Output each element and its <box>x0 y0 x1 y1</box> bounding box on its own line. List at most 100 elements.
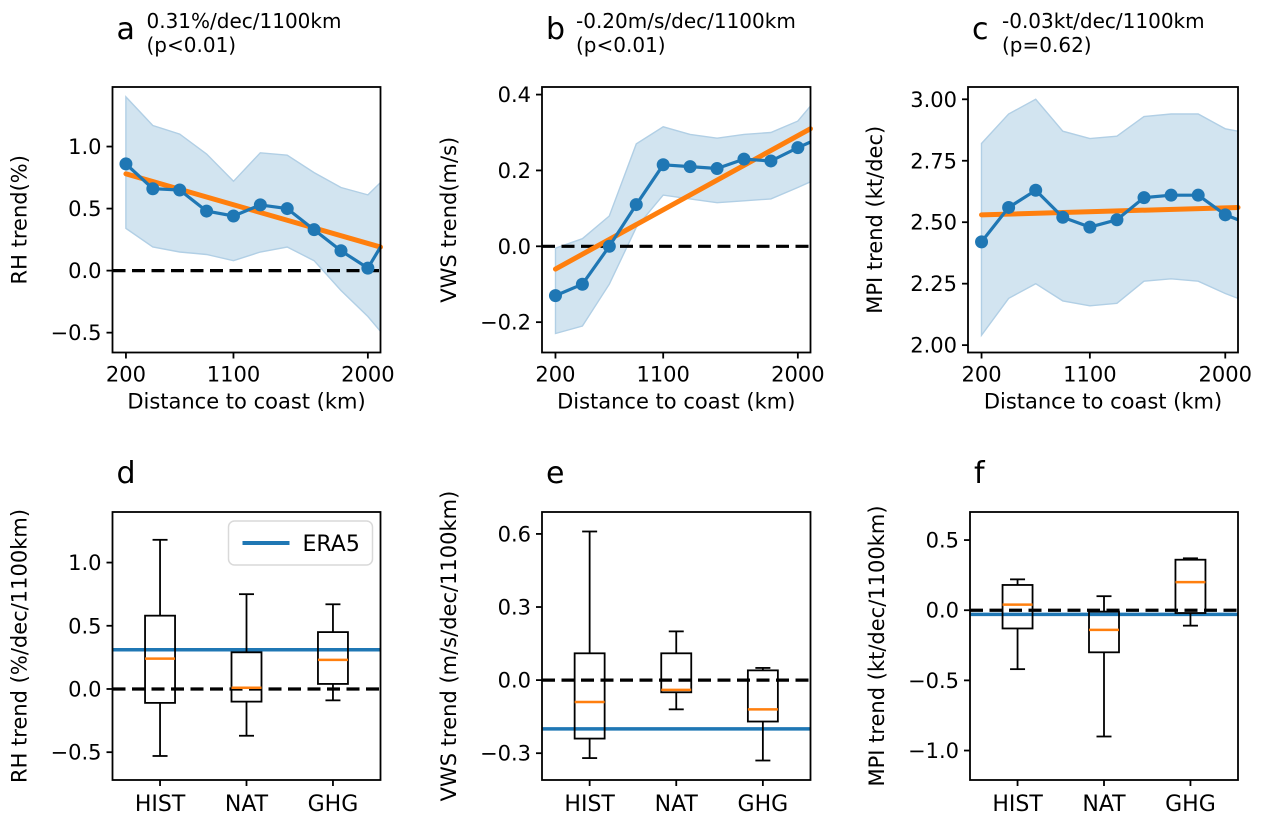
plot-frame <box>541 86 812 354</box>
plot-frame <box>969 511 1239 781</box>
y-tick-label: 2.75 <box>910 149 957 173</box>
panel-title-line2: (p<0.01) <box>147 33 237 57</box>
box-iqr <box>1001 584 1034 630</box>
y-tick-label: 0.6 <box>498 522 531 546</box>
y-tick-label: 0.0 <box>498 235 531 259</box>
x-axis-label: Distance to coast (km) <box>984 390 1222 414</box>
box-iqr <box>573 652 606 740</box>
data-point <box>683 160 697 174</box>
x-tick-label: 2000 <box>1199 363 1252 387</box>
category-label: GHG <box>1165 792 1216 817</box>
data-point <box>629 198 643 212</box>
y-tick-label: 2.00 <box>910 334 957 358</box>
y-tick-label: −0.3 <box>480 742 531 766</box>
legend-box <box>227 520 374 566</box>
panel-title-line2: (p<0.01) <box>576 33 666 57</box>
box-iqr <box>1174 558 1207 614</box>
data-point <box>764 154 778 168</box>
x-axis-label: Distance to coast (km) <box>557 390 795 414</box>
category-label: GHG <box>738 792 789 817</box>
data-points <box>975 183 1232 249</box>
data-point <box>334 244 348 258</box>
box-iqr <box>230 651 263 703</box>
y-tick-label: 1.0 <box>68 135 101 159</box>
x-tick-label: 200 <box>961 363 1001 387</box>
data-point <box>710 162 724 176</box>
data-point <box>146 182 160 196</box>
data-point <box>307 223 321 237</box>
y-axis-label: RH trend (%/dec/1100km) <box>8 509 32 783</box>
y-tick-label: 3.00 <box>910 88 957 112</box>
trend-line <box>552 126 813 272</box>
panel-c: 200 1100 2000 Distance to coast (km) c -0.03k… <box>863 9 1252 414</box>
data-point <box>602 239 616 253</box>
x-axis-label: Distance to coast (km) <box>127 390 365 414</box>
y-tick-label: −0.5 <box>51 321 102 345</box>
y-axis-label: VWS trend(m/s) <box>437 137 461 303</box>
y-tick-label: 1.0 <box>68 551 101 575</box>
category-label: NAT <box>655 792 699 817</box>
plot-frame <box>111 86 382 354</box>
box-iqr <box>317 631 349 685</box>
y-tick-label: −0.5 <box>908 669 959 693</box>
box-iqr <box>1088 610 1120 654</box>
confidence-band <box>125 95 382 334</box>
y-tick-label: 0.4 <box>498 83 531 107</box>
boxplot-nat <box>230 593 263 737</box>
data-point <box>200 204 214 218</box>
panel-title-line1: -0.20m/s/dec/1100km <box>576 9 796 33</box>
panel-title-line1: -0.03kt/dec/1100km <box>1002 9 1205 33</box>
y-tick-label: 2.25 <box>910 272 957 296</box>
panel-d: HIST NAT GHG d ERA5 1.0 0.5 0.0 −0.5 RH trend (%/… <box>8 456 382 817</box>
category-label: HIST <box>992 792 1043 817</box>
boxplot-ghg <box>317 603 349 702</box>
y-tick-label: −0.2 <box>480 311 531 335</box>
plot-frame <box>967 86 1239 354</box>
x-tick-label: 2000 <box>341 363 394 387</box>
data-point <box>1164 188 1178 202</box>
data-point <box>1056 210 1070 224</box>
data-points <box>548 141 805 303</box>
boxplot-nat <box>660 630 693 711</box>
data-point <box>1110 213 1124 227</box>
data-point <box>1137 191 1151 205</box>
y-tick-label: 0.3 <box>498 596 531 620</box>
panel-letter: c <box>972 12 989 47</box>
boxplot-hist <box>1001 578 1034 671</box>
panel-title-line1: 0.31%/dec/1100km <box>147 9 342 33</box>
y-tick-label: 0.5 <box>926 529 959 553</box>
trend-line <box>979 204 1241 218</box>
category-label: HIST <box>135 792 186 817</box>
y-tick-label: 0.0 <box>926 599 959 623</box>
category-label: NAT <box>1082 792 1126 817</box>
y-tick-label: 2.50 <box>910 211 957 235</box>
data-point <box>1191 188 1205 202</box>
panel-letter: f <box>974 456 986 491</box>
box-iqr <box>660 652 693 694</box>
data-point <box>280 202 294 216</box>
x-tick-label: 200 <box>535 363 575 387</box>
panel-letter: b <box>546 12 565 47</box>
legend-era5-label: ERA5 <box>303 532 360 557</box>
y-tick-label: −1.0 <box>908 739 959 763</box>
panel-letter: d <box>117 456 136 491</box>
data-point <box>361 261 375 275</box>
y-tick-label: 0.0 <box>68 677 101 701</box>
data-point <box>548 289 562 303</box>
boxplot-ghg <box>746 667 779 762</box>
data-point <box>253 198 267 212</box>
y-axis-label: MPI trend (kt/dec) <box>863 126 887 314</box>
data-point <box>1002 200 1016 214</box>
data-point <box>226 209 240 223</box>
confidence-band <box>980 98 1239 338</box>
data-point <box>656 158 670 172</box>
category-label: HIST <box>564 792 615 817</box>
data-point <box>975 235 989 249</box>
x-tick-label: 1100 <box>1063 363 1116 387</box>
boxplot-nat <box>1088 595 1120 738</box>
data-points <box>119 157 375 275</box>
category-label: NAT <box>225 792 269 817</box>
boxplot-ghg <box>1174 557 1207 627</box>
data-point <box>1218 208 1232 222</box>
